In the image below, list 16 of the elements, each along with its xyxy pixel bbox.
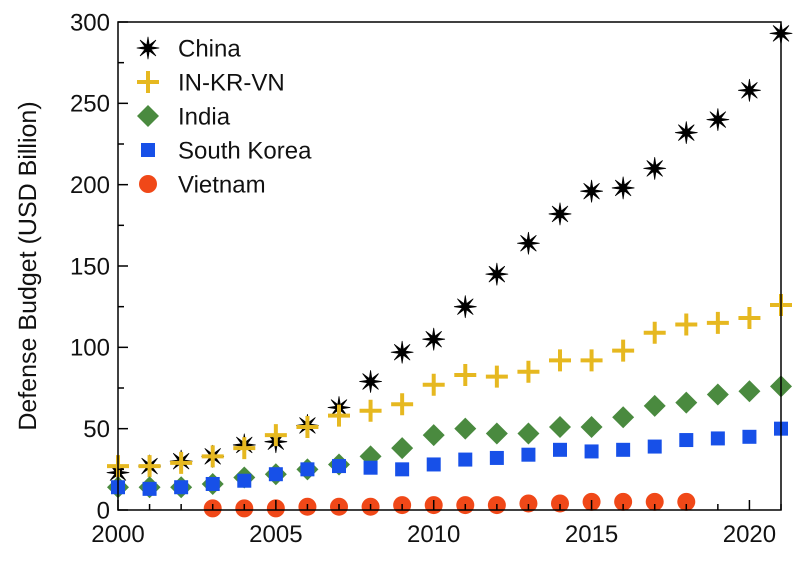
legend-label: IN-KR-VN (178, 69, 285, 96)
legend-label: Vietnam (178, 171, 266, 198)
x-tick-label: 2015 (564, 521, 618, 548)
y-tick-label: 100 (70, 334, 110, 362)
y-tick-label: 250 (70, 90, 110, 118)
y-tick-label: 150 (70, 253, 110, 280)
x-tick-label: 2010 (407, 521, 460, 548)
legend-label: South Korea (178, 137, 312, 164)
legend-label: India (178, 103, 231, 130)
x-tick-label: 2005 (249, 521, 303, 548)
legend-label: China (178, 35, 242, 62)
y-tick-label: 200 (70, 172, 110, 200)
y-tick-label: 50 (83, 416, 110, 444)
y-axis-title: Defense Budget (USD Billion) (14, 101, 42, 431)
x-tick-label: 2020 (722, 521, 776, 548)
y-tick-label: 300 (70, 9, 110, 36)
